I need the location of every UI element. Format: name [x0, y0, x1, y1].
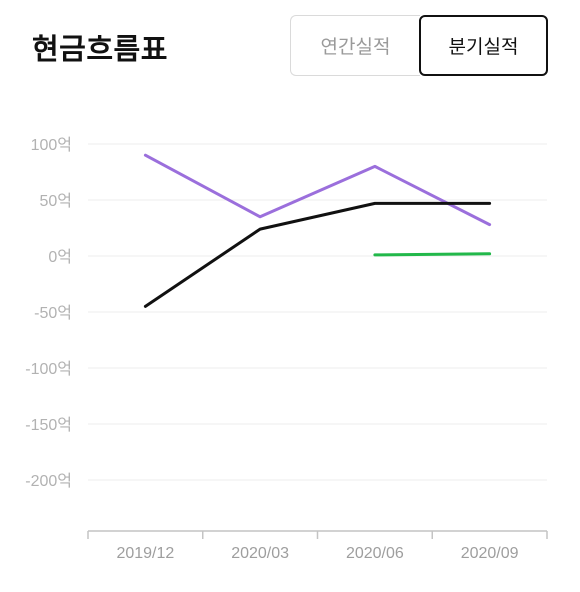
page-title: 현금흐름표 [32, 34, 168, 66]
x-tick-label: 2019/12 [116, 545, 174, 562]
y-tick-label: 0억 [48, 248, 72, 266]
y-tick-label: -150억 [25, 416, 72, 434]
y-tick-label: -50억 [34, 304, 72, 322]
y-tick-label: -200억 [25, 472, 72, 490]
series-line-1 [143, 153, 492, 227]
x-tick-label: 2020/09 [461, 545, 519, 562]
y-tick-label: 50억 [39, 192, 72, 210]
tab-annual[interactable]: 연간실적 [290, 15, 420, 76]
y-tick-label: -100억 [25, 360, 72, 378]
y-tick-label: 100억 [31, 136, 72, 154]
period-toggle: 연간실적 분기실적 [290, 15, 548, 76]
x-tick-label: 2020/03 [231, 545, 289, 562]
tab-quarterly[interactable]: 분기실적 [419, 15, 548, 76]
x-tick-label: 2020/06 [346, 545, 404, 562]
series-line-2 [143, 201, 492, 308]
series-line-3 [373, 252, 492, 257]
